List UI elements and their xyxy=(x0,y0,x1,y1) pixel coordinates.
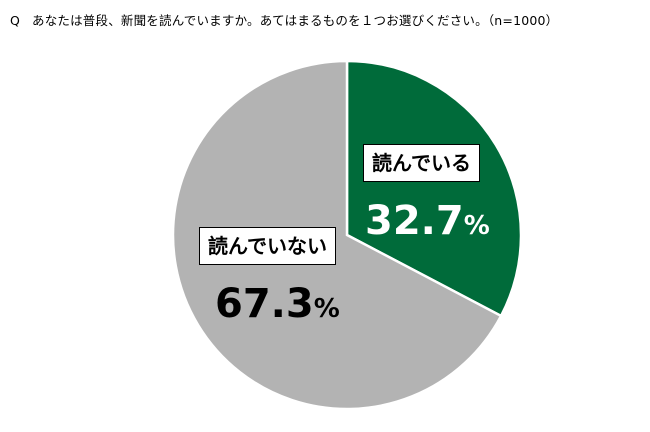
slice-value-reading-unit: % xyxy=(463,211,490,241)
slice-value-not-reading-number: 67.3 xyxy=(215,281,314,327)
slice-label-reading: 読んでいる xyxy=(363,144,480,182)
slice-value-reading: 32.7% xyxy=(365,201,490,241)
slice-value-not-reading: 67.3% xyxy=(215,284,340,324)
slice-value-not-reading-unit: % xyxy=(313,294,340,324)
question-marker: Q xyxy=(10,13,21,28)
question-text: あなたは普段、新聞を読んでいますか。あてはまるものを１つお選びください。（n=1… xyxy=(32,13,559,28)
pie-slice-reading xyxy=(345,59,523,318)
slice-label-not-reading: 読んでいない xyxy=(199,227,336,265)
question: Q あなたは普段、新聞を読んでいますか。あてはまるものを１つお選びください。（n=… xyxy=(10,10,640,29)
slice-value-reading-number: 32.7 xyxy=(365,198,464,244)
pie-slice-not-reading xyxy=(171,59,503,411)
